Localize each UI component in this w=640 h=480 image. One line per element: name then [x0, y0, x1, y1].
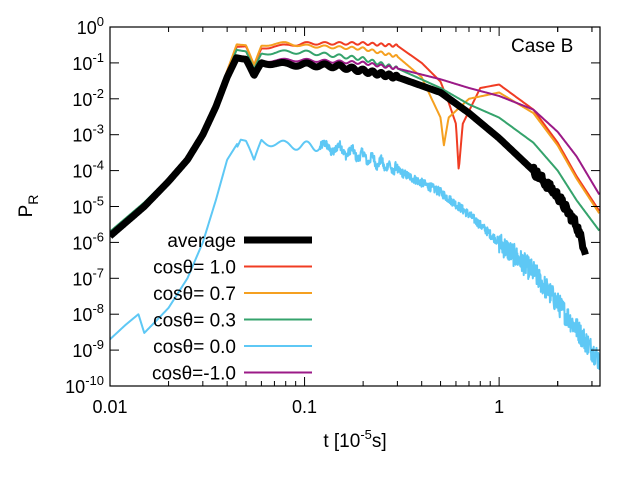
y-tick-label: 10-2 [72, 86, 104, 110]
y-tick-label: 100 [77, 14, 104, 38]
y-tick-label: 10-1 [72, 50, 104, 74]
y-tick-label: 10-6 [72, 229, 104, 253]
series-line-average [110, 54, 589, 256]
y-axis-title: PR [16, 195, 41, 218]
y-tick-label: 10-5 [72, 194, 104, 218]
x-tick-label: 0.1 [292, 397, 317, 417]
series-line-cos-1.0 [110, 54, 600, 237]
y-tick-label: 10-10 [65, 373, 104, 397]
series-line-cos0.3 [110, 48, 600, 233]
legend-label-cos0.7: cosθ= 0.7 [153, 284, 236, 305]
x-tick-label: 1 [494, 397, 504, 417]
x-tick-label: 0.01 [92, 397, 127, 417]
y-tick-label: 10-4 [72, 158, 104, 182]
y-tick-label: 10-9 [72, 337, 104, 361]
y-tick-label: 10-7 [72, 265, 104, 289]
series-line-cos0.0 [110, 138, 600, 371]
y-tick-label: 10-3 [72, 122, 104, 146]
plot-frame [109, 26, 601, 387]
legend-label-cos-1.0: cosθ=-1.0 [152, 364, 236, 385]
legend-label-cos0.3: cosθ= 0.3 [153, 311, 236, 332]
legend-label-cos0.0: cosθ= 0.0 [153, 337, 236, 358]
legend: average cosθ= 1.0 cosθ= 0.7 cosθ= 0.3 cosθ= … [152, 231, 312, 385]
axes-layer: 100 10-1 10-2 10-3 10-4 10-5 10-6 10-7 10-8 10-9 1… [16, 14, 601, 452]
legend-label-cos1.0: cosθ= 1.0 [153, 258, 236, 279]
series-layer [110, 41, 600, 371]
x-axis-title: t [10-5s] [323, 427, 386, 452]
y-tick-label: 10-8 [72, 301, 104, 325]
legend-label-average: average [167, 231, 236, 252]
case-annotation: Case B [511, 36, 573, 57]
